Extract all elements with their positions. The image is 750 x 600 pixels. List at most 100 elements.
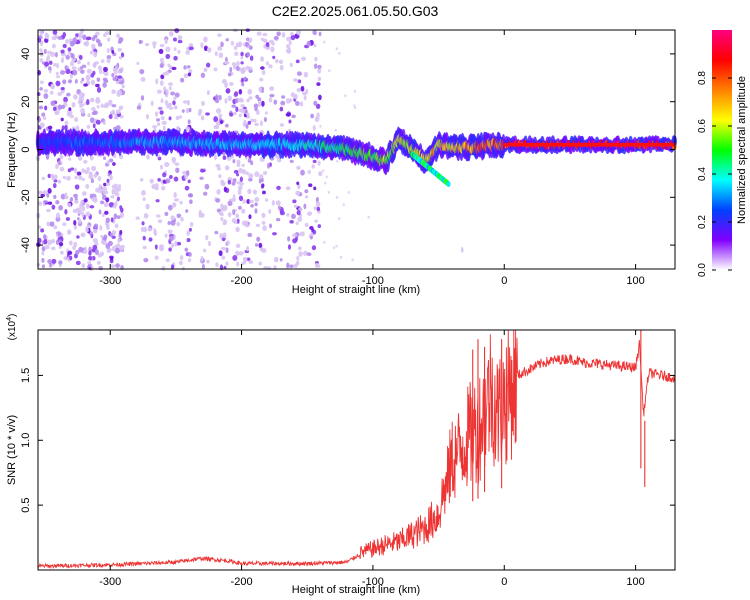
spectrogram-cell [204,183,210,190]
spectrogram-cell [217,45,223,51]
spectrogram-cell [339,255,343,259]
spectrogram-cell [92,62,97,68]
spectrogram-cell [98,184,102,190]
spectrogram-cell [47,239,53,246]
spectrogram-cell [220,181,226,187]
spectrogram-cell [88,255,93,261]
spectrogram-cell [111,72,115,78]
spectrogram-cell [216,166,222,171]
spectrogram-cell [69,73,73,79]
spectrogram-cell [62,31,67,38]
spectrogram-cell [95,83,100,88]
spectrogram-cell [73,193,79,198]
spectrogram-cell [232,194,236,200]
spectrogram-cell [65,38,69,45]
spectrogram-cell [267,162,271,169]
spectrogram-cell [92,244,98,250]
spectrogram-cell [90,98,95,103]
spectrogram-cell [157,219,163,224]
spectrogram-cell [252,118,257,123]
spectrogram-cell [311,245,317,251]
spectrogram-cell [272,232,277,236]
spectrogram-cell [39,87,43,91]
spectrogram-cell [273,256,279,263]
spectrogram-cell [76,235,80,239]
spectrogram-cell [179,77,185,83]
spectrogram-cell [103,201,109,208]
spectrogram-cell [296,181,300,186]
spectrogram-cell [200,213,205,218]
spectrogram-cell [39,48,43,52]
spectrogram-cell [311,164,315,169]
spectrogram-cell [351,258,354,262]
spectrogram-y-ticks: -40 -20 0 20 40 [20,48,675,253]
spectrogram-cell [246,257,251,261]
spectrogram-cell [54,110,60,115]
spectrogram-cell [205,62,211,68]
spectrogram-cell [177,50,181,54]
spectrogram-cell [215,94,219,100]
spectrogram-cell [279,123,285,127]
spectrogram-cell [100,239,106,245]
spectrogram-cell [37,201,43,206]
spectrogram-cell [285,112,291,117]
spectrogram-cell [314,219,318,223]
spectrogram-cell [344,94,347,98]
spectrogram-cell [265,41,270,48]
spectrogram-cell [310,113,315,119]
spectrogram-cell [184,174,188,180]
spectrogram-cell [229,112,234,117]
spectrogram-cell [225,247,229,254]
spectrogram-cell [314,63,318,69]
spectrogram-cell [170,215,176,221]
spectrogram-cell [51,43,56,49]
spectrogram-cell [227,72,232,77]
spectrogram-cell [158,48,164,55]
spectrogram-cell [140,226,145,232]
spectrogram-cell [85,227,89,233]
spectrogram-cell [68,109,73,116]
spectrogram-cell [67,51,72,55]
spectrogram-cell [70,52,74,59]
spectrogram-cell [58,260,63,265]
spectrogram-cell [41,246,46,252]
spectrogram-cell [168,106,174,110]
spectrogram-cell [176,213,182,219]
spectrogram-cell [89,155,94,161]
spectrogram-cell [258,86,263,93]
spectrogram-cell [173,198,180,202]
spectrogram-cell [446,180,451,187]
spectrogram-cell [236,159,241,165]
spectrogram-cell [120,89,126,96]
spectrogram-cell [107,101,113,106]
spectrogram-cell [95,119,101,125]
colorbar-tick-label: 0.6 [697,119,708,133]
spectrogram-cell [157,106,163,111]
spectrogram-cell [66,92,71,97]
spectrogram-cell [78,218,82,224]
spectrogram-cell [173,55,178,61]
spectrogram-cell [145,113,149,120]
spectrogram-cell [65,54,70,60]
spectrogram-cell [106,58,111,64]
spectrogram-cell [49,221,55,227]
spectrogram-cell [238,89,243,95]
spectrogram-cell [93,173,98,179]
spectrogram-cell [170,91,176,96]
spectrogram-cell [288,40,292,46]
spectrogram-cell [159,244,164,248]
spectrogram-cell [318,171,323,177]
spectrogram-cell [75,207,81,212]
spectrogram-cell [230,40,235,46]
spectrogram-cell [84,40,90,47]
spectrogram-cell [263,117,268,123]
spectrogram-cell [67,79,73,84]
spectrogram-cell [156,118,161,122]
spectrogram-cell [269,93,275,98]
spectrogram-cell [200,72,206,78]
spectrogram-cell [153,231,158,236]
spectrogram-cell [227,179,232,185]
spectrogram-cell [117,238,121,243]
spectrogram-cell [78,91,84,98]
